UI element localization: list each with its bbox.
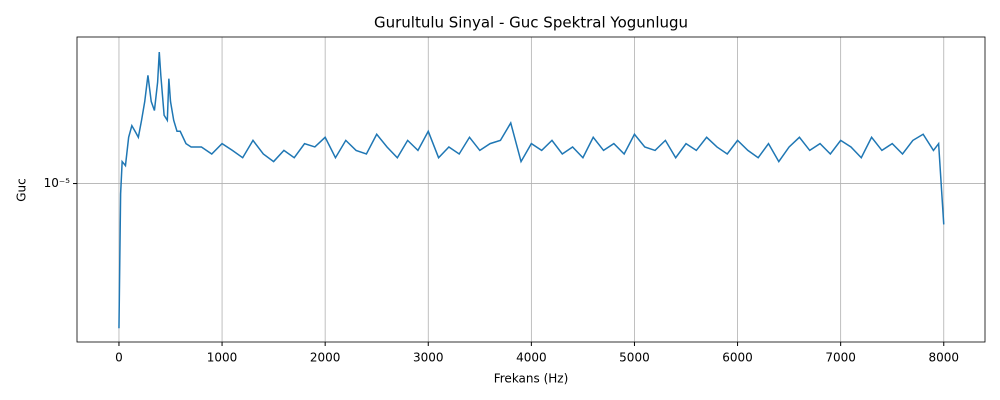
chart-title: Gurultulu Sinyal - Guc Spektral Yogunlug… [374, 14, 688, 32]
x-tick-label: 5000 [619, 351, 650, 365]
y-axis-label: Guc [15, 178, 29, 202]
x-tick-label: 6000 [722, 351, 753, 365]
x-tick-label: 8000 [928, 351, 959, 365]
plot-frame [76, 36, 986, 343]
data-line [118, 52, 945, 329]
x-tick-label: 4000 [516, 351, 547, 365]
x-tick-label: 7000 [825, 351, 856, 365]
x-axis-label: Frekans (Hz) [494, 372, 569, 386]
x-tick-label: 0 [115, 351, 123, 365]
x-tick-label: 2000 [310, 351, 341, 365]
x-tick-label: 1000 [207, 351, 238, 365]
y-tick-label: 10⁻⁵ [44, 176, 71, 190]
x-tick-label: 3000 [413, 351, 444, 365]
